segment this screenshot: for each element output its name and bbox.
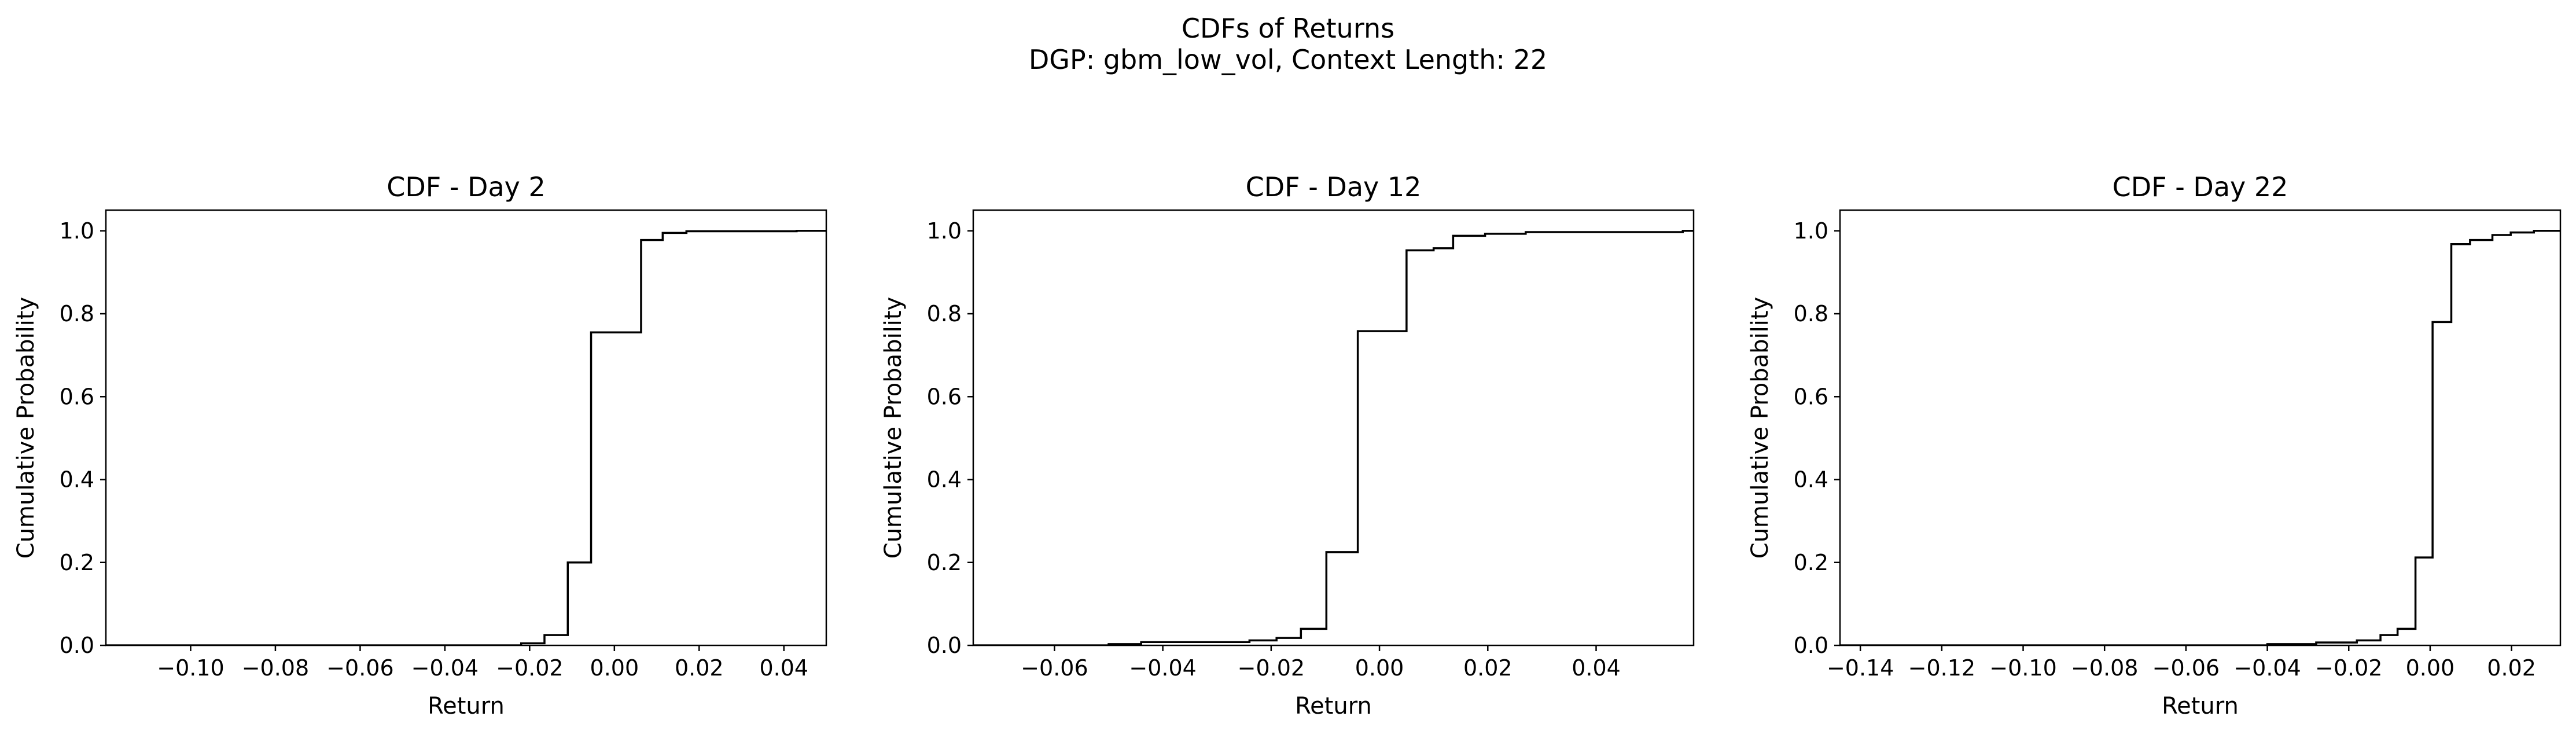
axes-frame bbox=[972, 209, 1695, 647]
y-axis-label: Cumulative Probability bbox=[13, 297, 39, 559]
x-tick-label: −0.02 bbox=[2315, 655, 2382, 681]
x-tick-label: −0.10 bbox=[157, 655, 224, 681]
y-tick-label: 0.4 bbox=[60, 467, 94, 493]
cdf-step-line bbox=[1840, 230, 2560, 645]
y-tick-label: 1.0 bbox=[60, 218, 94, 244]
x-tick-label: −0.06 bbox=[326, 655, 393, 681]
chart-title: CDF - Day 22 bbox=[2113, 171, 2288, 203]
x-tick-label: 0.02 bbox=[1463, 655, 1513, 681]
x-tick-label: −0.14 bbox=[1827, 655, 1894, 681]
y-tick-label: 1.0 bbox=[1794, 218, 1828, 244]
x-tick-label: −0.10 bbox=[1989, 655, 2056, 681]
y-tick-label: 0.4 bbox=[927, 467, 962, 493]
cdf-step-line bbox=[973, 230, 1694, 645]
y-tick-label: 1.0 bbox=[927, 218, 962, 244]
x-tick-label: 0.04 bbox=[1572, 655, 1621, 681]
y-tick-label: 0.2 bbox=[60, 550, 94, 575]
x-tick-label: −0.04 bbox=[1129, 655, 1196, 681]
x-tick-label: −0.12 bbox=[1908, 655, 1975, 681]
x-tick-label: −0.04 bbox=[2233, 655, 2301, 681]
x-axis-label: Return bbox=[428, 693, 505, 719]
cdf-step-line bbox=[106, 230, 826, 645]
axes-frame bbox=[1839, 209, 2562, 647]
y-tick-label: 0.4 bbox=[1794, 467, 1828, 493]
y-tick-label: 0.2 bbox=[927, 550, 962, 575]
x-tick-label: −0.08 bbox=[2071, 655, 2138, 681]
x-tick-label: −0.02 bbox=[496, 655, 563, 681]
y-tick-label: 0.6 bbox=[60, 384, 94, 409]
x-tick-label: −0.06 bbox=[1021, 655, 1088, 681]
y-tick-label: 0.8 bbox=[927, 301, 962, 326]
x-tick-label: 0.00 bbox=[1355, 655, 1404, 681]
y-tick-label: 0.2 bbox=[1794, 550, 1828, 575]
figure-title: CDFs of Returns bbox=[1181, 13, 1395, 44]
figure-subtitle: DGP: gbm_low_vol, Context Length: 22 bbox=[1028, 44, 1548, 75]
x-tick-label: −0.08 bbox=[242, 655, 309, 681]
y-tick-label: 0.0 bbox=[60, 633, 94, 658]
y-tick-label: 0.8 bbox=[60, 301, 94, 326]
x-tick-label: −0.02 bbox=[1238, 655, 1305, 681]
y-tick-label: 0.8 bbox=[1794, 301, 1828, 326]
x-tick-label: −0.04 bbox=[411, 655, 479, 681]
x-tick-label: −0.06 bbox=[2152, 655, 2220, 681]
x-tick-label: 0.02 bbox=[2487, 655, 2536, 681]
x-axis-label: Return bbox=[2162, 693, 2239, 719]
y-tick-label: 0.0 bbox=[927, 633, 962, 658]
y-axis-label: Cumulative Probability bbox=[1747, 297, 1773, 559]
x-tick-label: 0.00 bbox=[2406, 655, 2455, 681]
y-axis-label: Cumulative Probability bbox=[880, 297, 907, 559]
y-tick-label: 0.0 bbox=[1794, 633, 1828, 658]
chart-panel-2: −0.06 −0.04 −0.02 0.00 0.02 0.04 0.0 0.2 0.4 0.6 0… bbox=[880, 171, 1695, 719]
x-tick-label: 0.00 bbox=[590, 655, 639, 681]
x-axis-label: Return bbox=[1295, 693, 1372, 719]
axes-frame bbox=[105, 209, 827, 647]
chart-panel-3: −0.14 −0.12 −0.10 −0.08 −0.06 −0.04 −0.02 0.00 0… bbox=[1747, 171, 2562, 719]
chart-title: CDF - Day 2 bbox=[387, 171, 546, 203]
x-tick-label: 0.02 bbox=[675, 655, 724, 681]
chart-title: CDF - Day 12 bbox=[1246, 171, 1422, 203]
y-tick-label: 0.6 bbox=[1794, 384, 1828, 409]
chart-panel-1: −0.10 −0.08 −0.06 −0.04 −0.02 0.00 0.02 0.04 0.0… bbox=[13, 171, 827, 719]
y-tick-label: 0.6 bbox=[927, 384, 962, 409]
x-tick-label: 0.04 bbox=[759, 655, 808, 681]
